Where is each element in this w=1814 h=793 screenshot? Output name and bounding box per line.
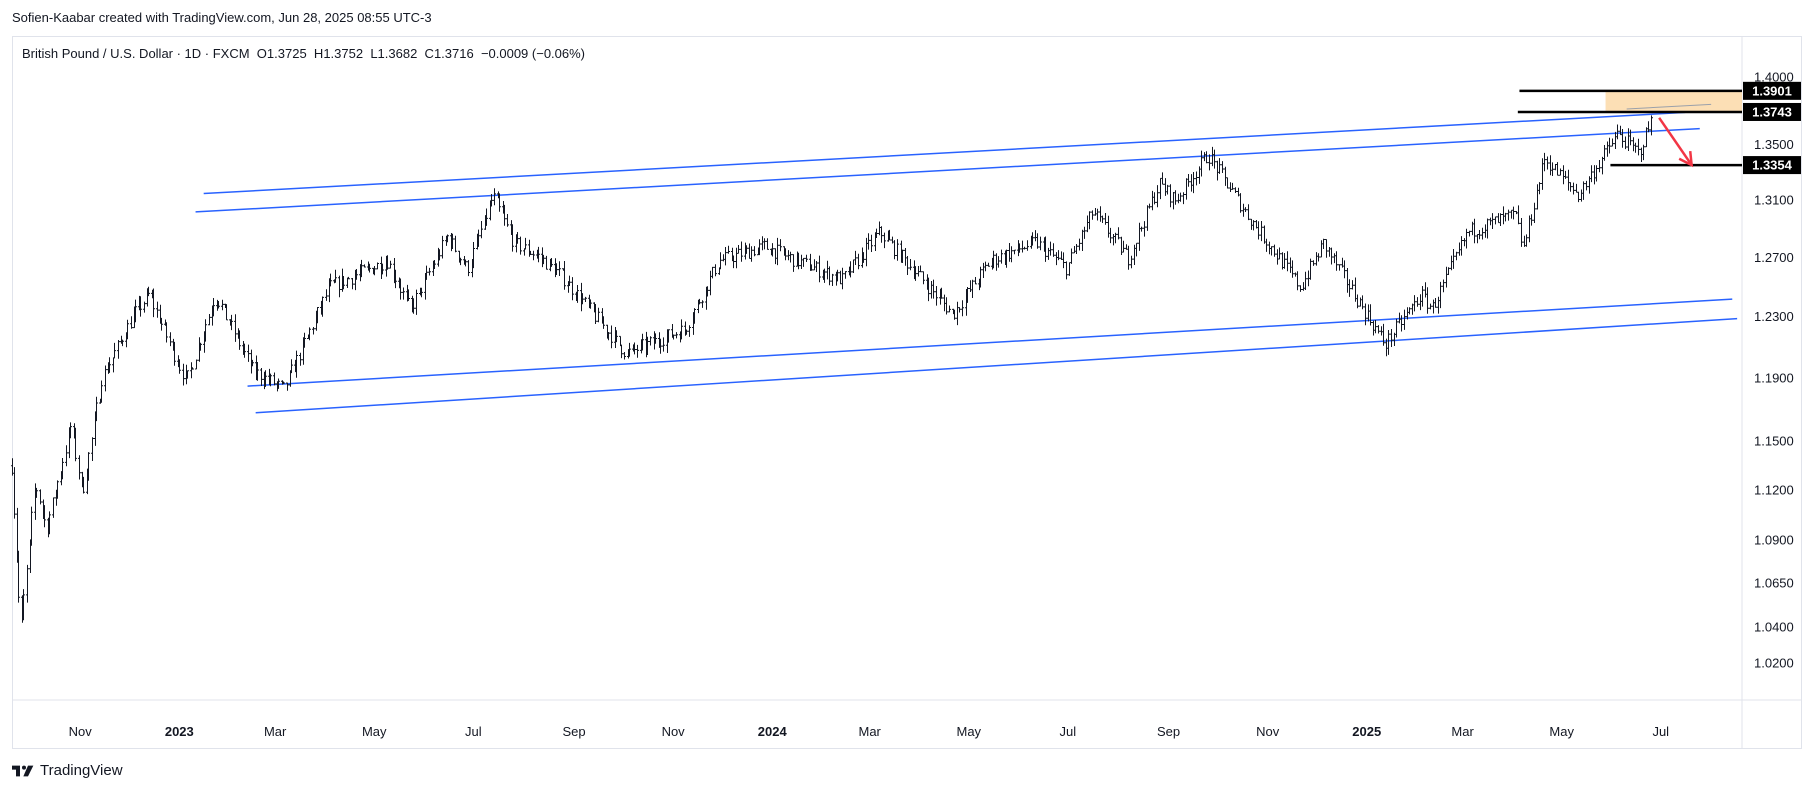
level-price-label: 1.3354	[1752, 158, 1793, 173]
price-tick-label: 1.3100	[1754, 193, 1794, 208]
time-tick-label: May	[956, 724, 981, 739]
time-tick-label: Mar	[1451, 724, 1474, 739]
price-tick-label: 1.0400	[1754, 619, 1794, 634]
open-value: 1.3725	[266, 46, 307, 61]
candles	[11, 115, 1653, 623]
high-label: H	[313, 46, 324, 61]
price-tick-label: 1.0650	[1754, 576, 1794, 591]
time-tick-label: Mar	[264, 724, 287, 739]
price-tick-label: 1.4000	[1754, 70, 1794, 85]
time-tick-label: May	[362, 724, 387, 739]
price-tick-label: 1.0900	[1754, 533, 1794, 548]
time-tick-label: Sep	[1157, 724, 1180, 739]
level-price-label: 1.3901	[1752, 83, 1792, 98]
ohlc-bars	[11, 115, 1653, 623]
time-tick-label: 2025	[1352, 724, 1381, 739]
close-label: C	[424, 46, 434, 61]
upper-channel-top	[203, 111, 1686, 195]
time-tick-label: Sep	[562, 724, 585, 739]
price-tick-label: 1.1200	[1754, 482, 1794, 497]
open-label: O	[256, 46, 267, 61]
chart-frame[interactable]	[12, 36, 1802, 749]
time-axis: Nov 2023 Mar May Jul Sep Nov 2024 Mar May Jul Sep No…	[69, 724, 1670, 739]
tradingview-footer[interactable]: TradingView	[12, 762, 123, 779]
time-tick-label: Jul	[1060, 724, 1077, 739]
time-tick-label: Jul	[1652, 724, 1669, 739]
upper-channel-bottom	[195, 127, 1700, 213]
time-tick-label: Jul	[465, 724, 482, 739]
price-tick-label: 1.0200	[1754, 655, 1794, 670]
arrow-shaft	[1658, 117, 1693, 166]
time-tick-label: Nov	[69, 724, 93, 739]
time-tick-label: Nov	[1256, 724, 1280, 739]
time-tick-label: 2023	[165, 724, 194, 739]
high-value: 1.3752	[323, 46, 364, 61]
symbol-name: British Pound / U.S. Dollar · 1D · FXCM	[22, 46, 250, 61]
level-price-box	[1743, 81, 1801, 100]
lower-channel-bottom	[255, 317, 1738, 414]
time-tick-label: 2024	[758, 724, 788, 739]
price-tick-label: 1.1500	[1754, 434, 1794, 449]
tradingview-logo-icon	[12, 765, 34, 776]
level-price-box	[1743, 102, 1801, 121]
price-tick-label: 1.2700	[1754, 250, 1794, 265]
tradingview-brand: TradingView	[40, 762, 123, 779]
chart-attribution: Sofien-Kaabar created with TradingView.c…	[12, 10, 432, 25]
channel-lines	[195, 111, 1738, 414]
arrow-head	[1678, 151, 1694, 168]
trend-line-thin	[1626, 103, 1712, 110]
lower-channel-top	[247, 298, 1733, 387]
price-tick-label: 1.3500	[1754, 137, 1794, 152]
annotations: 1.3901 1.3743 1.3354	[1517, 81, 1801, 175]
low-value: 1.3682	[377, 46, 418, 61]
change-value: −0.0009 (−0.06%)	[480, 46, 586, 61]
level-price-label: 1.3743	[1752, 104, 1792, 119]
price-tick-label: 1.1900	[1754, 370, 1794, 385]
price-tick-label: 1.2300	[1754, 309, 1794, 324]
resistance-zone	[1605, 90, 1742, 112]
close-value: 1.3716	[433, 46, 474, 61]
symbol-legend[interactable]: British Pound / U.S. Dollar · 1D · FXCM …	[22, 46, 585, 61]
time-tick-label: May	[1549, 724, 1574, 739]
time-tick-label: Mar	[858, 724, 881, 739]
low-label: L	[370, 46, 378, 61]
price-axis: 1.4000 1.3500 1.3100 1.2700 1.2300 1.1900 1.15…	[1754, 70, 1794, 671]
level-price-box	[1743, 156, 1801, 175]
time-tick-label: Nov	[662, 724, 686, 739]
